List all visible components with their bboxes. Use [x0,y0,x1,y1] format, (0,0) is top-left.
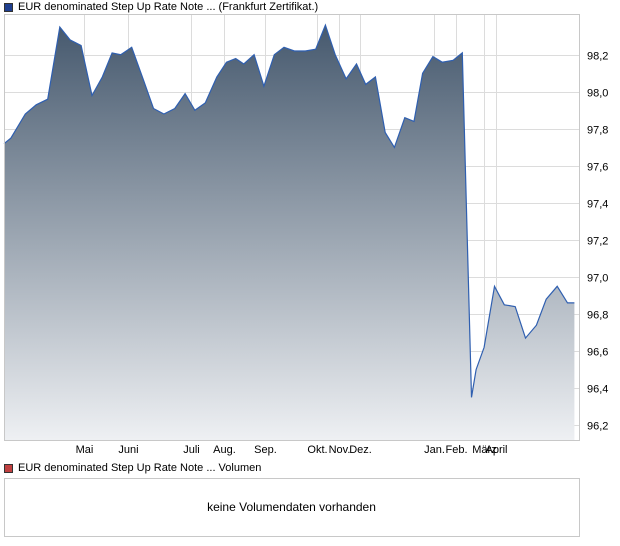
x-tick-label: Dez. [349,444,372,456]
x-tick-label: März [472,444,496,456]
volume-legend: EUR denominated Step Up Rate Note ... Vo… [4,461,261,475]
y-axis: 98,2 98,0 97,8 97,6 97,4 97,2 97,0 96,8 96,6 96,4… [587,51,608,433]
price-legend-label: EUR denominated Step Up Rate Note ... (F… [18,1,319,13]
price-legend-swatch [4,2,13,12]
x-tick-label: Nov. [329,444,351,456]
x-tick-label: Juli [183,444,200,456]
volume-legend-label: EUR denominated Step Up Rate Note ... Vo… [18,462,262,474]
x-tick-label: April [485,444,507,456]
price-legend: EUR denominated Step Up Rate Note ... (F… [4,0,318,14]
y-tick-label: 96,2 [587,421,608,433]
y-tick-label: 98,2 [587,51,608,63]
price-line [3,23,575,398]
y-tick-label: 97,4 [587,199,608,211]
volume-legend-swatch [4,463,13,473]
plot-frame [4,14,580,441]
x-tick-label: Jan. [424,444,445,456]
price-area [4,25,575,440]
y-tick-label: 96,8 [587,310,608,322]
y-tick-label: 97,2 [587,236,608,248]
y-tick-label: 96,4 [587,384,608,396]
y-tick-label: 96,6 [587,347,608,359]
x-tick-label: Sep. [254,444,277,456]
y-tick-label: 97,6 [587,162,608,174]
y-tick-label: 98,0 [587,88,608,100]
y-tick-label: 97,0 [587,273,608,285]
x-tick-label: Okt. [307,444,327,456]
x-tick-label: Aug. [213,444,236,456]
no-volume-message: keine Volumendaten vorhanden [207,500,376,514]
y-tick-label: 97,8 [587,125,608,137]
x-tick-label: Juni [118,444,138,456]
x-tick-label: Feb. [445,444,467,456]
x-tick-label: Mai [76,444,94,456]
x-axis: Mai Juni Juli Aug. Sep. Okt. Nov.Dez. Jan. Feb. M… [76,444,508,456]
volume-frame [4,478,580,537]
